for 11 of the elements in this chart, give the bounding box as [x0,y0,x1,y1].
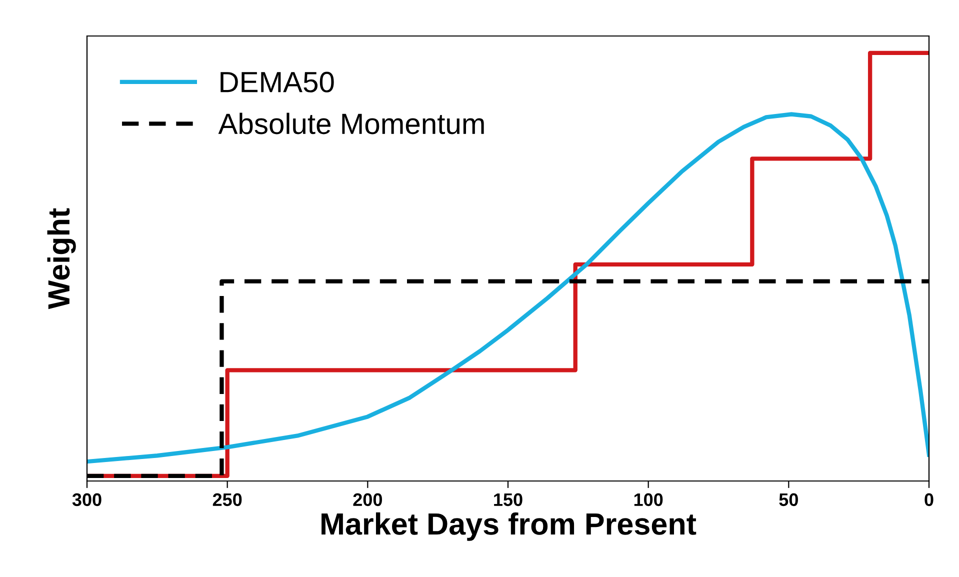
x-tick-label: 250 [212,493,242,506]
x-tick-label: 50 [779,493,798,506]
x-tick-label: 0 [924,493,934,506]
y-axis-title: Weight [47,208,76,310]
legend-label: DEMA50 [220,72,334,92]
x-tick-label: 200 [353,493,382,506]
legend-label: Absolute Momentum [218,112,484,134]
x-tick-label: 100 [634,493,663,506]
x-tick-label: 300 [72,493,102,506]
x-axis-title: Market Days from Present [322,512,696,541]
x-tick-label: 150 [494,493,522,506]
